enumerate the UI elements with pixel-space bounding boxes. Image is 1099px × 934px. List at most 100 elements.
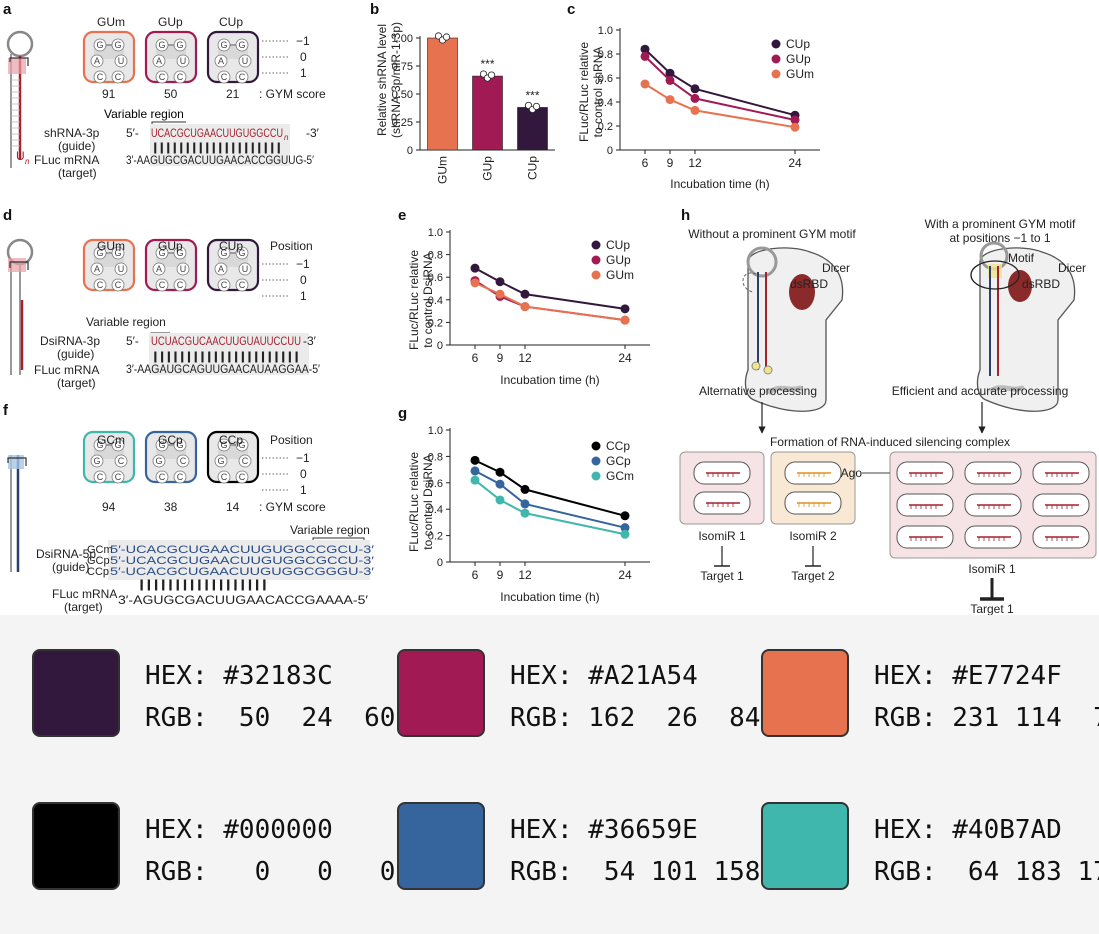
loop-d-nt-letter-2-5: C [239,280,246,290]
chart-g-point-CCp-9 [495,467,505,477]
chart-c-line-GUm [644,83,796,129]
chart-c-legend-label-GUp: GUp [786,52,811,66]
loop-label-ccp: CCp [219,433,243,447]
chart-g-ytick-label: 0.6 [428,478,443,490]
guide-row-tag-gcp: GCp [87,555,110,567]
h-right-title-2: at positions −1 to 1 [949,231,1050,245]
loop-a-nt-letter-1-2: A [156,56,162,66]
loop-f-nt-0-2 [90,454,104,468]
chart-e-ytick-label: 0.2 [428,317,443,329]
target-sequence-f: 3′-AGUGCGACUUGAACACCGAAAA-5′ [118,593,369,607]
loop-d-nt-letter-0-2: A [94,264,100,274]
chart-e-point-GUm-12 [520,302,530,312]
loop-f-nt-letter-0-0: G [96,440,103,450]
target-sequence-a: 3′-AAGUGCGACUUGAACACCGGUUG-5′ [126,153,315,167]
loop-a-nt-letter-2-4: C [221,72,228,82]
chart-g-point-CCp-12 [520,484,530,494]
swatch-2-hex: HEX: #A21A54 [510,661,698,691]
loop-d-nt-2-5 [235,278,249,292]
chart-c-ylabel-2: to control shRNA [591,47,605,138]
gym-score-ccp: 14 [226,500,240,514]
loop-label-gum: GUm [97,15,125,29]
chart-e-point-CUp-12 [520,289,530,299]
chart-g-ytick-label: 0.4 [428,504,443,516]
chart-b-ytick-label: 1.00 [392,33,413,45]
loop-a-nt-1-5 [173,70,187,84]
swatch-3-hex: HEX: #E7724F [874,661,1062,691]
chart-c-xlabel: Incubation time (h) [670,177,769,191]
chart-c-point-GUp-6 [640,51,650,61]
loop-f-nt-letter-1-3: C [180,456,187,466]
loop-d-nt-0-4 [93,278,107,292]
guide-name-a: shRNA-3p [44,126,100,140]
loop-a-nt-letter-0-1: G [114,40,121,50]
chart-e-ylabel-1: FLuc/RLuc relative [407,250,421,350]
panel-label-d: d [3,207,12,224]
base-pairs-d: |||||||||||||||||||||| [152,349,300,363]
chart-g-xtick-label: 6 [472,568,479,582]
swatch-5 [397,802,485,890]
guide-sub-d: (guide) [57,347,94,361]
chart-g-xtick-label: 9 [497,568,504,582]
chart-c-ylabel-1: FLuc/RLuc relative [577,42,591,142]
swatch-1-hex: HEX: #32183C [145,661,333,691]
eff-processing-label: Efficient and accurate processing [892,384,1069,398]
loop-f-nt-letter-1-2: G [155,456,162,466]
guide-name-f: DsiRNA-5p [36,547,96,561]
chart-e-legend-marker-GUp [591,255,601,265]
loop-d-nt-letter-0-0: G [96,248,103,258]
loop-d-nt-letter-0-3: U [118,264,125,274]
loop-a-nt-letter-2-0: G [220,40,227,50]
loop-label-gcp: GCp [158,433,183,447]
swatch-6-hex: HEX: #40B7AD [874,815,1062,845]
chart-g-legend-label-GCm: GCm [606,469,634,483]
loop-box-cup [206,30,260,84]
position-header-f: Position [270,433,313,447]
chart-b-bar-GUp [472,75,503,151]
position-0-d: 0 [300,273,307,287]
chart-c-point-CUp-12 [690,84,700,94]
chart-c: FLuc/RLuc relative to control shRNA Incu… [577,25,820,191]
target1b-label: Target 1 [970,602,1014,615]
dsrbd-label-left: dsRBD [790,277,828,291]
chart-b-point-GUp-2 [487,71,496,79]
chart-c-ytick-label: 0.4 [598,97,613,109]
swatch-4-rgb: RGB: 0 0 0 [145,857,396,887]
position-1-a: 1 [300,66,307,80]
panel-h: Without a prominent GYM motif With a pro… [679,217,1097,615]
swatch-5-rgb: RGB: 54 101 158 [510,857,761,887]
target-sequence-d: 3′-AAGAUGCAGUUGAACAUAAGGAA-5′ [126,362,321,376]
motif-label: Motif [1008,251,1035,265]
loop-label-gcm: GCm [97,433,125,447]
panel-label-b: b [370,1,379,18]
target-sub-f: (target) [64,600,103,614]
chart-g-point-GCm-6 [470,475,480,485]
chart-b-ylabel-1: Relative shRNA level [375,24,389,136]
loop-d-nt-letter-1-5: C [177,280,184,290]
loop-f-nt-letter-2-0: G [220,440,227,450]
chart-c-legend-marker-GUm [771,69,781,79]
chart-g-line-CCp [474,459,626,517]
isomir1-label: IsomiR 1 [698,529,746,543]
chart-c-xtick-label: 6 [642,156,649,170]
loop-d-nt-letter-0-4: C [97,280,104,290]
dicer-left: Dicer dsRBD [742,246,850,412]
loop-f-nt-letter-0-4: C [97,472,104,482]
guide-row-seq-gcm: 5′-UCACGCUGAACUUGUGGCCGCU-3′ [110,544,374,556]
chart-b-ytick-label: 0.50 [392,89,413,101]
loop-f-nt-letter-0-3: C [118,456,125,466]
loop-a-nt-2-4 [217,70,231,84]
chart-b-point-CUp-2 [532,102,541,111]
loop-d-nt-letter-0-1: G [114,248,121,258]
loop-a-nt-letter-1-5: C [177,72,184,82]
chart-c-line-GUp [644,55,796,121]
loop-a-nt-letter-0-0: G [96,40,103,50]
base-pairs-f: |||||||||||||||||| [138,577,268,591]
chart-e-point-CUp-6 [470,263,480,273]
loop-a-nt-letter-2-5: C [239,72,246,82]
chart-g-legend-marker-GCp [591,456,601,466]
loop-box-gum [82,30,136,84]
position-header-d: Position [270,239,313,253]
loop-f-nt-2-2 [214,454,228,468]
ago-label: Ago [841,466,863,480]
